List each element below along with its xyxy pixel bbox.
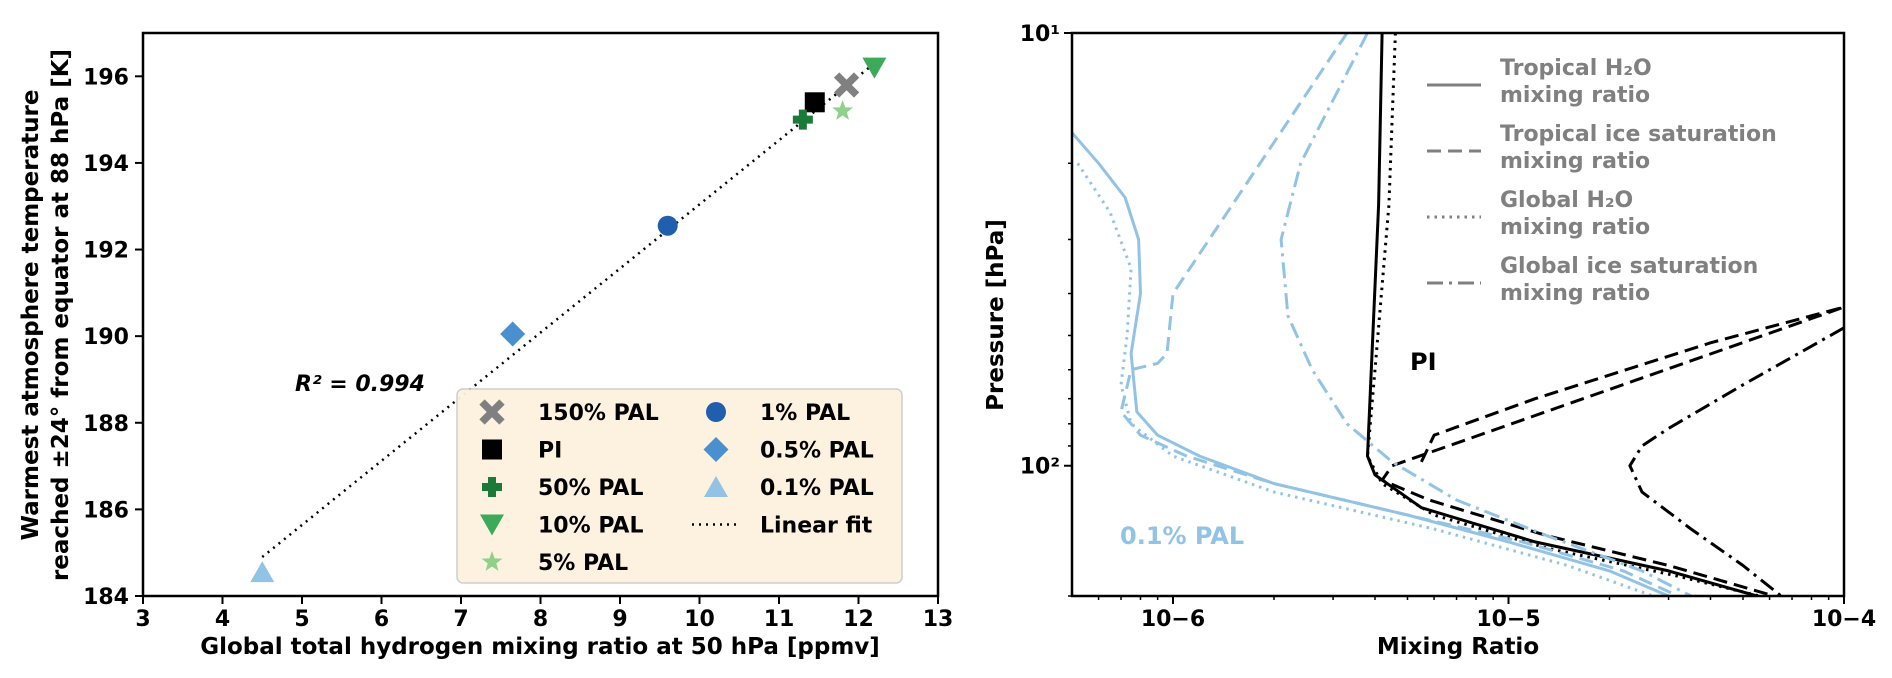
left-x-axis-label: Global total hydrogen mixing ratio at 50…	[200, 634, 880, 660]
left-y-axis-label-line1: Warmest atmosphere temperature	[18, 90, 44, 541]
y-tick-label: 196	[83, 65, 129, 90]
x-tick-label: 9	[612, 607, 627, 632]
legend-label-line1: Tropical ice saturation	[1500, 122, 1777, 147]
y-tick-label: 184	[83, 585, 129, 610]
legend-label-line1: Global H₂O	[1500, 188, 1633, 213]
left-y-ticks: 184 186 188 190 192 194 196	[83, 65, 143, 610]
left-legend: 150% PAL PI 50% PAL 10% PAL 5% PAL 1% PAL 0.5%…	[456, 388, 903, 584]
legend-label-line2: mixing ratio	[1500, 149, 1650, 174]
legend-label: Linear fit	[760, 514, 873, 539]
legend-marker	[480, 514, 504, 536]
profile-0-1-pal-solid	[1072, 131, 1670, 596]
r-squared-annotation: R² = 0.994	[295, 372, 425, 397]
x-tick-label: 3	[135, 607, 150, 632]
profile-0-1-pal-dashed	[1119, 33, 1679, 596]
x-tick-label: 10−6	[1141, 607, 1205, 632]
right-profile-panel: 10−6 10−5 10−4 10¹ 10² PI 0.1% PAL Mixing Ra…	[983, 22, 1876, 660]
legend-label: 150% PAL	[538, 401, 659, 426]
y-tick-label: 186	[83, 498, 129, 523]
y-tick-label: 190	[83, 325, 129, 350]
legend-marker	[703, 437, 729, 462]
right-plot-frame	[1070, 31, 1846, 598]
profile-pi-dashdot	[1628, 326, 1844, 596]
y-tick-label: 188	[83, 412, 129, 437]
legend-label-line2: mixing ratio	[1500, 215, 1650, 240]
annotation-pi: PI	[1410, 348, 1437, 376]
left-legend-box	[456, 388, 903, 584]
scatter-point-1-pal	[657, 215, 678, 236]
legend-marker	[706, 402, 726, 422]
legend-label: 10% PAL	[538, 514, 643, 539]
profile-0-1-pal-dotted	[1076, 162, 1654, 596]
scatter-point-150-pal	[833, 72, 860, 98]
profile-pi-solid	[1366, 33, 1758, 596]
legend-label: 0.5% PAL	[760, 439, 874, 464]
x-tick-label: 11	[764, 607, 795, 632]
x-tick-label: 6	[374, 607, 389, 632]
legend-label-line1: Global ice saturation	[1500, 254, 1758, 279]
x-tick-label: 12	[843, 607, 874, 632]
x-tick-label: 8	[533, 607, 548, 632]
legend-label-line2: mixing ratio	[1500, 83, 1650, 108]
y-tick-label: 10¹	[1020, 22, 1060, 47]
x-tick-label: 10−5	[1476, 607, 1540, 632]
x-tick-label: 4	[215, 607, 230, 632]
x-tick-label: 10−4	[1812, 607, 1876, 632]
x-tick-label: 13	[923, 607, 954, 632]
right-axis-ticks: 10−6 10−5 10−4 10¹ 10²	[1020, 22, 1876, 632]
legend-label-line2: mixing ratio	[1500, 281, 1650, 306]
x-tick-label: 7	[453, 607, 468, 632]
legend-label: 1% PAL	[760, 401, 850, 426]
x-tick-label: 10	[684, 607, 715, 632]
right-y-axis-label: Pressure [hPa]	[983, 219, 1009, 411]
linear-fit-line	[261, 62, 876, 558]
y-tick-label: 10²	[1020, 455, 1060, 480]
profile-0-1-pal-dashdot	[1279, 33, 1692, 596]
legend-label: 50% PAL	[538, 476, 643, 501]
y-tick-label: 192	[83, 239, 129, 264]
legend-label-line1: Tropical H₂O	[1500, 56, 1652, 81]
legend-label: PI	[538, 439, 562, 464]
scatter-point-50-pal	[792, 109, 813, 130]
annotation-low-pal: 0.1% PAL	[1120, 522, 1244, 550]
legend-marker	[482, 439, 502, 460]
scatter-point-pi	[804, 92, 825, 113]
left-scatter-panel: 3 4 5 6 7 8 9 10 11 12 13 184 186 188 190 192 194 196 R²…	[18, 31, 953, 660]
left-x-ticks: 3 4 5 6 7 8 9 10 11 12 13	[135, 596, 953, 632]
profile-lines	[1072, 33, 1844, 596]
scatter-point-10-pal	[862, 57, 887, 79]
right-x-axis-label: Mixing Ratio	[1377, 634, 1539, 660]
legend-marker	[479, 399, 505, 425]
legend-marker	[481, 551, 503, 571]
y-tick-label: 194	[83, 152, 129, 177]
x-tick-label: 5	[294, 607, 309, 632]
left-y-axis-label-line2: reached ±24° from equator at 88 hPa [K]	[48, 49, 74, 581]
scatter-point-0-5-pal	[500, 321, 526, 347]
legend-label: 5% PAL	[538, 551, 628, 576]
profile-pi-dotted	[1366, 33, 1760, 596]
legend-marker	[704, 476, 728, 497]
legend-label: 0.1% PAL	[760, 476, 874, 501]
scatter-point-0-1-pal	[250, 561, 275, 583]
profile-pi-dashed	[1380, 305, 1844, 596]
scatter-point-5-pal	[832, 99, 854, 120]
legend-marker	[482, 477, 502, 497]
scatter-points	[250, 57, 887, 583]
